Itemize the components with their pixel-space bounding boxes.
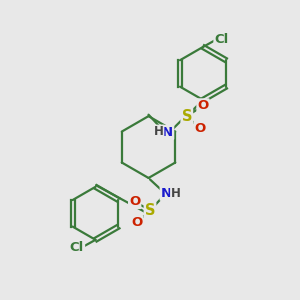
Text: N: N bbox=[160, 187, 172, 200]
Text: O: O bbox=[129, 195, 140, 208]
Text: Cl: Cl bbox=[70, 241, 84, 254]
Text: S: S bbox=[145, 203, 155, 218]
Text: O: O bbox=[194, 122, 206, 135]
Text: Cl: Cl bbox=[214, 33, 229, 46]
Text: S: S bbox=[182, 109, 192, 124]
Text: O: O bbox=[131, 216, 142, 229]
Text: H: H bbox=[171, 188, 181, 200]
Text: O: O bbox=[197, 99, 208, 112]
Text: H: H bbox=[154, 125, 164, 138]
Text: N: N bbox=[162, 126, 173, 139]
